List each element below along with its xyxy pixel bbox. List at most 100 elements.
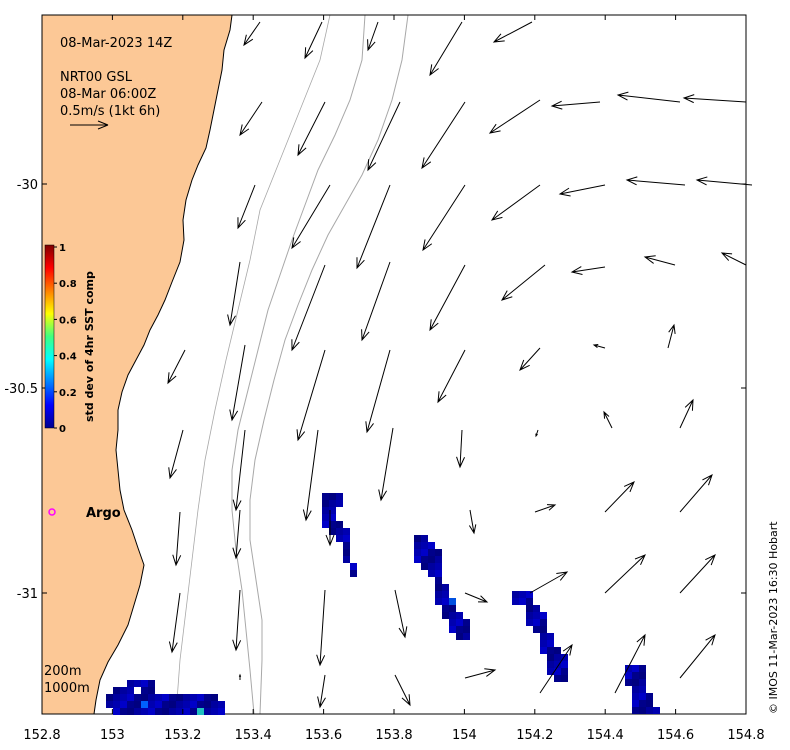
sst-cell	[561, 654, 568, 661]
current-vector	[304, 21, 323, 60]
sst-cell	[435, 563, 442, 570]
sst-cell	[456, 626, 463, 633]
x-tick-label: 154.4	[587, 728, 624, 743]
sst-cell	[127, 687, 134, 694]
sst-cell	[113, 694, 120, 701]
sst-cell	[554, 647, 561, 654]
current-vector	[720, 252, 747, 266]
sst-cell	[106, 694, 113, 701]
sst-cell	[155, 701, 162, 708]
sst-cell	[547, 668, 554, 675]
current-vector	[429, 21, 463, 77]
sst-cell	[421, 542, 428, 549]
current-vector	[614, 633, 646, 694]
sst-cell	[653, 707, 660, 714]
sst-cell	[322, 514, 329, 521]
current-vector	[238, 673, 242, 680]
sst-cell	[343, 528, 350, 535]
current-vector	[168, 592, 181, 654]
sst-cell	[554, 661, 561, 668]
sst-cell	[183, 694, 190, 701]
current-vector	[422, 184, 466, 252]
sst-cell	[141, 708, 148, 715]
current-vector	[172, 511, 182, 567]
current-vector	[625, 176, 686, 186]
sst-cell	[120, 694, 127, 701]
sst-cell	[190, 694, 197, 701]
sst-cell	[519, 591, 526, 598]
sst-cell	[533, 619, 540, 626]
x-tick-label: 153.4	[235, 728, 272, 743]
sst-cell	[113, 701, 120, 708]
current-vector	[317, 674, 326, 709]
sst-cell	[336, 535, 343, 542]
sst-cell	[435, 570, 442, 577]
current-vector	[394, 674, 411, 707]
sst-cell	[639, 672, 646, 679]
sst-cell	[169, 701, 176, 708]
sst-cell	[547, 654, 554, 661]
product-label: NRT00 GSL	[60, 70, 133, 85]
sst-cell	[456, 612, 463, 619]
sst-cell	[421, 535, 428, 542]
sst-cell	[632, 700, 639, 707]
x-tick-label: 153	[100, 728, 125, 743]
sst-cell	[329, 500, 336, 507]
sst-cell	[421, 549, 428, 556]
sst-cell	[421, 563, 428, 570]
sst-cell	[435, 549, 442, 556]
x-tick-label: 153.8	[375, 728, 412, 743]
sst-cell	[442, 591, 449, 598]
sst-cell	[197, 701, 204, 708]
x-tick-label: 152.8	[23, 728, 60, 743]
legend-1000m: 1000m	[44, 681, 90, 696]
current-vector	[296, 349, 326, 442]
sst-cell	[211, 708, 218, 715]
current-vector	[616, 91, 681, 103]
sst-cell	[435, 556, 442, 563]
sst-cell	[343, 535, 350, 542]
current-vector	[394, 589, 408, 639]
sst-cell	[463, 633, 470, 640]
sst-cell	[113, 687, 120, 694]
current-vector	[529, 571, 569, 594]
sst-cell	[197, 694, 204, 701]
current-vector	[679, 398, 694, 429]
sst-cell	[512, 598, 519, 605]
sst-cell	[540, 633, 547, 640]
sst-cell	[218, 701, 225, 708]
sst-cell	[414, 542, 421, 549]
argo-label: Argo	[86, 506, 121, 521]
current-vector	[535, 429, 539, 438]
sst-cell	[547, 633, 554, 640]
colorbar-ticks: 1 0.8 0.6 0.4 0.2 0	[54, 243, 77, 435]
sst-cell	[428, 570, 435, 577]
argo-marker	[48, 508, 56, 516]
sst-cell	[632, 672, 639, 679]
sst-cell	[120, 708, 127, 715]
sst-cell	[329, 507, 336, 514]
current-vector	[464, 668, 497, 679]
current-vector	[603, 410, 613, 429]
legend-200m: 200m	[44, 664, 81, 679]
sst-cell	[519, 598, 526, 605]
sst-cell	[526, 598, 533, 605]
sst-cell	[204, 701, 211, 708]
sst-cell	[526, 591, 533, 598]
sst-cell	[120, 701, 127, 708]
current-vector	[229, 344, 246, 422]
sst-cell	[148, 687, 155, 694]
sst-cell	[176, 694, 183, 701]
sst-cell	[449, 612, 456, 619]
current-vector	[550, 100, 601, 110]
sst-cell	[512, 591, 519, 598]
sst-cell	[449, 626, 456, 633]
sst-cell	[169, 694, 176, 701]
sst-cell	[540, 626, 547, 633]
sst-cell	[162, 701, 169, 708]
sst-cell	[639, 686, 646, 693]
sst-cell	[547, 661, 554, 668]
sst-cell	[322, 493, 329, 500]
current-vector	[667, 323, 676, 349]
current-vector	[361, 261, 391, 342]
